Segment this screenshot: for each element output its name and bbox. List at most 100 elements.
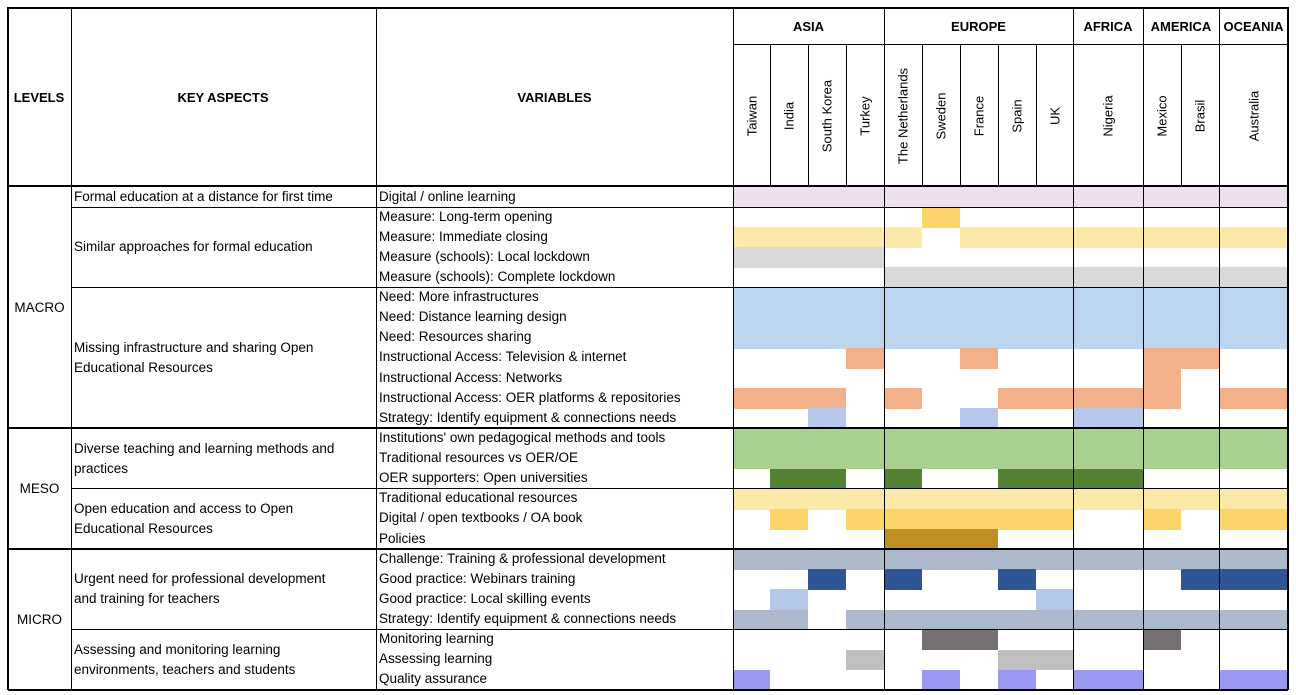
country-label: France [971, 95, 987, 137]
matrix-cell [770, 307, 808, 329]
matrix-cell [1073, 428, 1143, 450]
matrix-cell [922, 307, 960, 329]
matrix-cell [1219, 669, 1288, 691]
variable-label: Measure (schools): Complete lockdown [379, 268, 616, 284]
matrix-cell [1036, 488, 1073, 510]
variable-label: Instructional Access: Television & inter… [379, 349, 627, 365]
matrix-cell [1181, 428, 1219, 450]
grid-line [732, 8, 734, 690]
matrix-cell [998, 508, 1036, 530]
matrix-cell [846, 488, 884, 510]
matrix-cell [998, 549, 1036, 570]
region-header-africa: AFRICA [1083, 18, 1133, 34]
grid-line [1072, 8, 1074, 690]
matrix-cell [1143, 488, 1181, 510]
matrix-cell [960, 529, 998, 550]
matrix-cell [733, 187, 770, 208]
matrix-cell [733, 448, 770, 470]
matrix-cell [846, 327, 884, 349]
matrix-cell [922, 267, 960, 289]
matrix-cell [884, 549, 922, 570]
matrix-cell [1219, 327, 1288, 349]
matrix-cell [1143, 287, 1181, 309]
matrix-cell [1036, 468, 1073, 490]
grid-line [71, 488, 1288, 490]
matrix-cell [884, 529, 922, 550]
matrix-cell [1036, 267, 1073, 289]
matrix-cell [1181, 187, 1219, 208]
matrix-cell [770, 428, 808, 450]
matrix-cell [884, 227, 922, 248]
matrix-cell [1181, 569, 1219, 590]
matrix-cell [1036, 327, 1073, 349]
variable-label: Digital / open textbooks / OA book [379, 510, 583, 526]
variable-label: Need: More infrastructures [379, 289, 539, 305]
matrix-cell [998, 669, 1036, 691]
matrix-cell [733, 609, 770, 631]
matrix-cell [1073, 267, 1143, 289]
matrix-cell [808, 428, 846, 450]
variable-label: Strategy: Identify equipment & connectio… [379, 611, 677, 627]
region-header-oceania: OCEANIA [1223, 18, 1284, 34]
key-aspect: Assessing and monitoring learning enviro… [74, 641, 296, 677]
matrix-cell [770, 609, 808, 631]
matrix-cell [1036, 187, 1073, 208]
matrix-cell [998, 227, 1036, 248]
matrix-cell [1143, 307, 1181, 329]
matrix-cell [998, 287, 1036, 309]
matrix-cell [1073, 468, 1143, 490]
matrix-cell [1036, 649, 1073, 671]
matrix-cell [846, 247, 884, 269]
grid-line [8, 427, 1288, 430]
grid-line [1142, 8, 1144, 690]
matrix-cell [770, 549, 808, 570]
matrix-cell [998, 388, 1036, 409]
variable-label: Need: Resources sharing [379, 329, 532, 345]
grid-line [770, 44, 771, 186]
matrix-cell [1219, 428, 1288, 450]
matrix-cell [846, 428, 884, 450]
matrix-cell [1219, 388, 1288, 409]
region-header-europe: EUROPE [951, 18, 1006, 34]
matrix-cell [960, 508, 998, 530]
grid-line [70, 8, 72, 690]
matrix-cell [960, 267, 998, 289]
matrix-cell [1181, 488, 1219, 510]
variable-label: OER supporters: Open universities [379, 470, 588, 486]
region-header-america: AMERICA [1150, 18, 1212, 34]
matrix-cell [884, 327, 922, 349]
matrix-cell [998, 428, 1036, 450]
matrix-cell [733, 287, 770, 309]
grid-line [71, 287, 1288, 289]
variable-label: Policies [379, 530, 426, 546]
matrix-cell [1181, 549, 1219, 570]
matrix-cell [1219, 609, 1288, 631]
matrix-cell [922, 629, 960, 651]
matrix-cell [998, 609, 1036, 631]
key-aspect: Similar approaches for formal education [74, 239, 313, 255]
variable-label: Measure: Long-term opening [379, 208, 553, 224]
key-aspect: Diverse teaching and learning methods an… [74, 440, 335, 476]
matrix-cell [1143, 609, 1181, 631]
matrix-cell [1073, 287, 1143, 309]
country-label: Sweden [933, 92, 949, 140]
matrix-cell [1143, 549, 1181, 570]
country-label: UK [1047, 106, 1062, 126]
matrix-cell [1073, 307, 1143, 329]
key-aspect: Urgent need for professional development… [74, 571, 326, 607]
variable-label: Challenge: Training & professional devel… [379, 550, 666, 566]
key-aspect: Open education and access to Open Educat… [74, 500, 294, 536]
variable-label: Assessing learning [379, 651, 493, 667]
matrix-cell [808, 569, 846, 590]
variable-label: Monitoring learning [379, 631, 494, 647]
matrix-cell [733, 549, 770, 570]
matrix-cell [1073, 448, 1143, 470]
levels-header: LEVELS [13, 89, 65, 105]
matrix-cell [808, 468, 846, 490]
matrix-cell [960, 307, 998, 329]
matrix-cell [998, 307, 1036, 329]
matrix-cell [960, 609, 998, 631]
matrix-cell [846, 187, 884, 208]
matrix-cell [770, 589, 808, 611]
matrix-cell [1181, 227, 1219, 248]
